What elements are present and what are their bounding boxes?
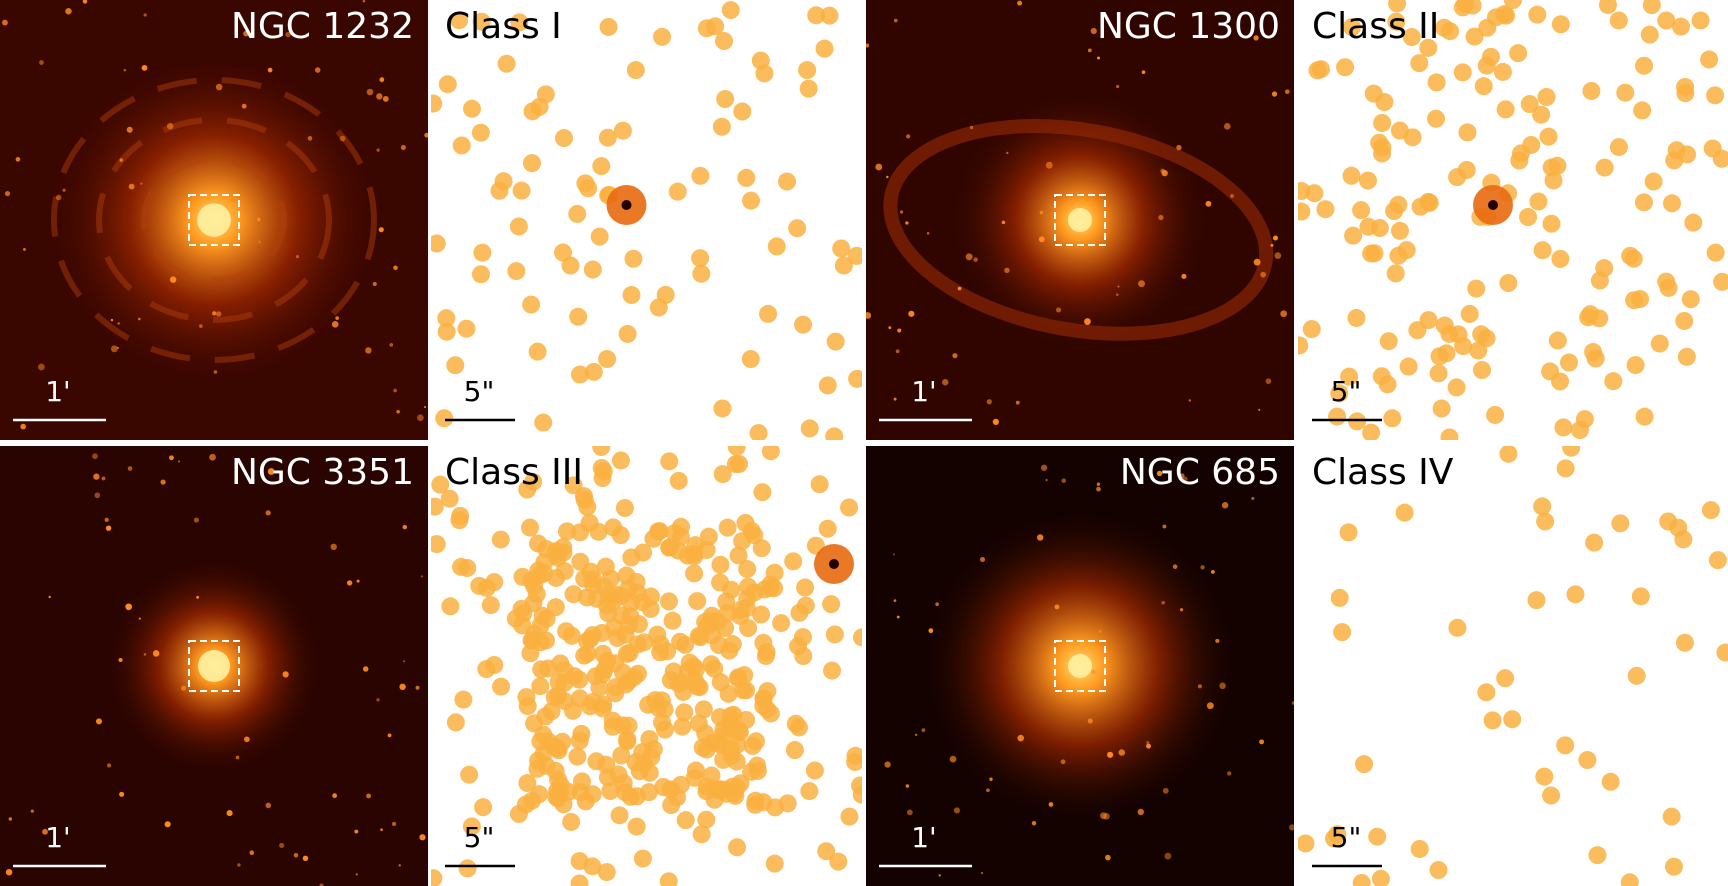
galaxy-image bbox=[0, 446, 428, 886]
zoom-box bbox=[188, 194, 240, 246]
scale-label: 1' bbox=[911, 821, 937, 854]
zoom-panel: Class II 5" bbox=[1298, 0, 1728, 440]
galaxy-name: NGC 3351 bbox=[231, 452, 414, 493]
scale-label: 5" bbox=[1331, 375, 1362, 408]
zoom-box bbox=[1054, 640, 1106, 692]
zoom-image bbox=[1298, 446, 1728, 886]
scale-label: 1' bbox=[45, 375, 71, 408]
scale-label: 1' bbox=[911, 375, 937, 408]
galaxy-image bbox=[866, 0, 1294, 440]
zoom-box bbox=[1054, 194, 1106, 246]
zoom-panel: Class IV 5" bbox=[1298, 446, 1728, 886]
zoom-panel: Class I 5" bbox=[431, 0, 862, 440]
class-label: Class III bbox=[445, 452, 583, 493]
scale-label: 1' bbox=[45, 821, 71, 854]
galaxy-image bbox=[0, 0, 428, 440]
zoom-image bbox=[431, 446, 862, 886]
galaxy-name: NGC 1232 bbox=[231, 6, 414, 47]
galaxy-panel: NGC 685 1' bbox=[866, 446, 1294, 886]
galaxy-name: NGC 685 bbox=[1120, 452, 1280, 493]
zoom-panel: Class III 5" bbox=[431, 446, 862, 886]
galaxy-panel: NGC 1300 1' bbox=[866, 0, 1294, 440]
class-label: Class I bbox=[445, 6, 562, 47]
scale-label: 5" bbox=[464, 821, 495, 854]
class-label: Class IV bbox=[1312, 452, 1454, 493]
galaxy-image bbox=[866, 446, 1294, 886]
zoom-image bbox=[431, 0, 862, 440]
galaxy-panel: NGC 1232 1' bbox=[0, 0, 428, 440]
scale-label: 5" bbox=[464, 375, 495, 408]
class-label: Class II bbox=[1312, 6, 1439, 47]
zoom-box bbox=[188, 640, 240, 692]
galaxy-panel: NGC 3351 1' bbox=[0, 446, 428, 886]
galaxy-name: NGC 1300 bbox=[1097, 6, 1280, 47]
zoom-image bbox=[1298, 0, 1728, 440]
scale-label: 5" bbox=[1331, 821, 1362, 854]
